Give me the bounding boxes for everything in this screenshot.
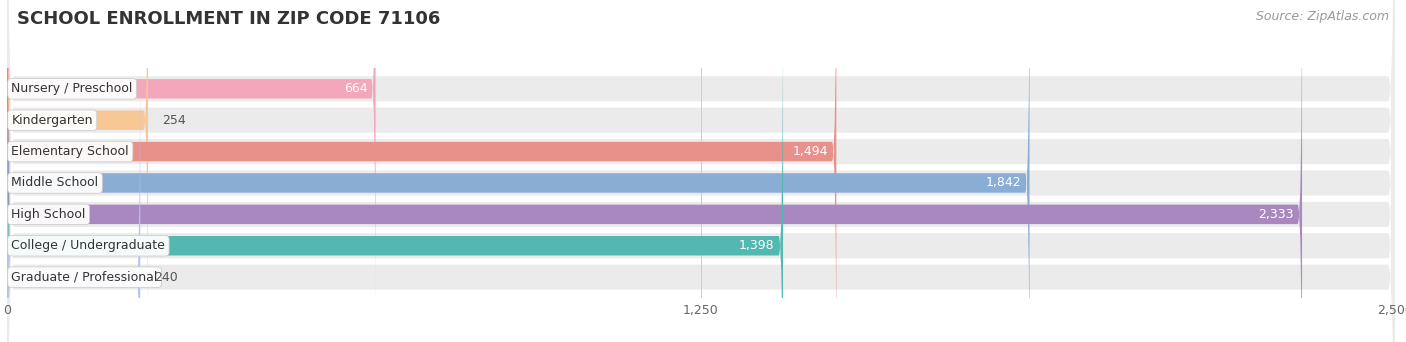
Text: High School: High School (11, 208, 86, 221)
FancyBboxPatch shape (7, 0, 375, 330)
FancyBboxPatch shape (7, 0, 1395, 342)
FancyBboxPatch shape (7, 0, 1395, 342)
Text: Source: ZipAtlas.com: Source: ZipAtlas.com (1256, 10, 1389, 23)
Text: Kindergarten: Kindergarten (11, 114, 93, 127)
Text: 254: 254 (162, 114, 186, 127)
FancyBboxPatch shape (7, 0, 837, 342)
FancyBboxPatch shape (7, 0, 1395, 342)
FancyBboxPatch shape (7, 0, 1395, 342)
Text: 2,333: 2,333 (1258, 208, 1294, 221)
Text: 664: 664 (343, 82, 367, 95)
FancyBboxPatch shape (7, 0, 1302, 342)
FancyBboxPatch shape (7, 4, 783, 342)
FancyBboxPatch shape (7, 0, 1029, 342)
Text: 1,398: 1,398 (740, 239, 775, 252)
Text: Nursery / Preschool: Nursery / Preschool (11, 82, 132, 95)
FancyBboxPatch shape (7, 0, 1395, 342)
Text: College / Undergraduate: College / Undergraduate (11, 239, 166, 252)
Text: SCHOOL ENROLLMENT IN ZIP CODE 71106: SCHOOL ENROLLMENT IN ZIP CODE 71106 (17, 10, 440, 28)
Text: 1,494: 1,494 (793, 145, 828, 158)
Text: Graduate / Professional: Graduate / Professional (11, 271, 157, 284)
FancyBboxPatch shape (7, 36, 141, 342)
FancyBboxPatch shape (7, 0, 1395, 342)
FancyBboxPatch shape (7, 0, 1395, 342)
Text: Middle School: Middle School (11, 176, 98, 189)
Text: 240: 240 (155, 271, 179, 284)
Text: Elementary School: Elementary School (11, 145, 129, 158)
Text: 1,842: 1,842 (986, 176, 1021, 189)
FancyBboxPatch shape (7, 0, 148, 342)
